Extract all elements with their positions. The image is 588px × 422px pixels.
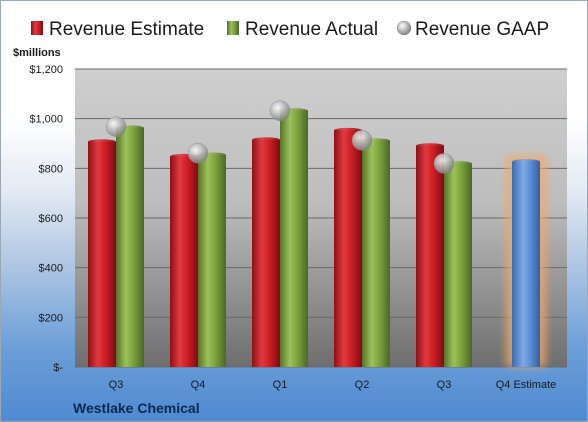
x-tick-label: Q4 <box>191 379 206 391</box>
legend-label: Revenue GAAP <box>415 19 549 40</box>
bar-revenue-actual <box>116 127 144 367</box>
bar-revenue-estimate <box>170 156 198 367</box>
bars <box>88 108 546 367</box>
bar-revenue-estimate <box>416 145 444 367</box>
legend-label: Revenue Actual <box>245 19 378 40</box>
x-tick-label: Q2 <box>355 379 370 391</box>
marker-revenue-gaap <box>105 116 127 137</box>
gridlines <box>75 68 567 368</box>
x-axis-ticks: Q3 Q4 Q1 Q2 Q3 Q4 Estimate <box>109 379 557 391</box>
y-tick-label: $1,000 <box>29 114 63 126</box>
bar-revenue-actual <box>444 163 472 367</box>
marker-revenue-gaap <box>187 142 209 164</box>
y-axis-ticks: $- $200 $400 $600 $800 $1,000 $1,200 <box>29 64 63 374</box>
bar-revenue-estimate-cap <box>88 139 116 145</box>
y-axis-unit-label: $millions <box>13 47 61 59</box>
marker-revenue-gaap <box>269 100 291 121</box>
marker-revenue-gaap <box>433 153 455 174</box>
bar-revenue-estimate <box>88 141 116 367</box>
bar-revenue-actual <box>198 154 226 367</box>
x-tick-label: Q3 <box>109 379 124 391</box>
bar-q4-estimate <box>512 161 540 367</box>
y-tick-label: $400 <box>39 263 63 275</box>
x-tick-label: Q4 Estimate <box>496 379 557 391</box>
bar-revenue-estimate <box>252 139 280 367</box>
bar-revenue-estimate-cap <box>334 127 362 133</box>
x-tick-label: Q3 <box>437 379 452 391</box>
bar-revenue-actual <box>280 110 308 367</box>
y-tick-label: $- <box>53 362 63 374</box>
bar-revenue-estimate-cap <box>416 143 444 149</box>
legend: Revenue Estimate Revenue Actual Revenue GA… <box>31 19 549 40</box>
bar-revenue-estimate-cap <box>252 137 280 143</box>
bar-q4-estimate-cap <box>512 159 540 165</box>
legend-swatch <box>227 21 239 35</box>
legend-swatch <box>31 21 43 35</box>
y-tick-label: $1,200 <box>29 64 63 76</box>
legend-swatch <box>396 20 412 36</box>
y-tick-label: $200 <box>39 312 63 324</box>
bar-revenue-estimate <box>334 130 362 367</box>
y-tick-label: $800 <box>39 163 63 175</box>
x-tick-label: Q1 <box>273 379 288 391</box>
y-tick-label: $600 <box>39 213 63 225</box>
company-name: Westlake Chemical <box>73 400 200 416</box>
legend-label: Revenue Estimate <box>49 19 204 40</box>
gaap-markers <box>105 100 455 174</box>
marker-revenue-gaap <box>351 130 373 151</box>
bar-revenue-actual <box>362 140 390 367</box>
